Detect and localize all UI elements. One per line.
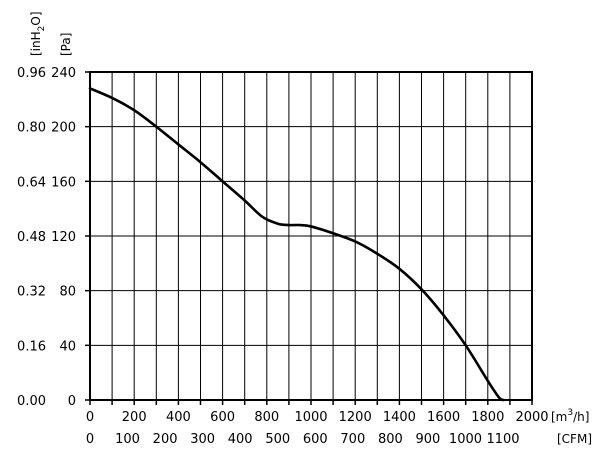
x-tick-label-m3h: 2000	[515, 410, 548, 425]
grid	[90, 72, 532, 400]
x-tick-label-cfm: 800	[378, 432, 403, 447]
x-tick-label-cfm: 1000	[449, 432, 482, 447]
y-tick-label-pa: 120	[51, 230, 76, 245]
axes	[85, 71, 533, 405]
axis-units: [m3/h] [CFM] [Pa] [inH2O]	[29, 11, 592, 446]
y-tick-label-inh2o: 0.16	[17, 339, 46, 354]
y-unit-inh2o: [inH2O]	[29, 11, 47, 56]
x-tick-label-m3h: 1800	[471, 410, 504, 425]
tick-labels: 0 40 80 120 160 200 240 0.00 0.16 0.32 0.48 0.64 0.8…	[17, 66, 549, 447]
y-tick-label-inh2o: 0.64	[17, 175, 46, 190]
x-tick-label-m3h: 1400	[383, 410, 416, 425]
x-tick-label-cfm: 1100	[486, 432, 519, 447]
y-tick-label-pa: 160	[51, 175, 76, 190]
x-tick-label-m3h: 0	[86, 410, 94, 425]
x-tick-label-cfm: 200	[153, 432, 178, 447]
y-tick-label-inh2o: 0.32	[17, 285, 46, 300]
x-tick-label-m3h: 400	[166, 410, 191, 425]
y-tick-label-pa: 240	[51, 66, 76, 81]
x-tick-label-cfm: 500	[265, 432, 290, 447]
series-line-0	[88, 87, 505, 402]
x-tick-label-m3h: 800	[254, 410, 279, 425]
x-tick-label-cfm: 0	[86, 432, 94, 447]
series	[88, 87, 505, 402]
x-tick-label-cfm: 600	[303, 432, 328, 447]
x-unit-m3h: [m3/h]	[551, 408, 589, 424]
x-unit-cfm: [CFM]	[557, 432, 592, 446]
x-tick-label-m3h: 600	[210, 410, 235, 425]
y-tick-label-inh2o: 0.48	[17, 230, 46, 245]
x-tick-label-cfm: 300	[190, 432, 215, 447]
x-tick-label-m3h: 200	[122, 410, 147, 425]
x-tick-label-cfm: 900	[416, 432, 441, 447]
x-tick-label-cfm: 100	[115, 432, 140, 447]
y-tick-label-inh2o: 0.00	[17, 394, 46, 409]
y-tick-label-pa: 0	[68, 394, 76, 409]
y-tick-label-pa: 40	[59, 339, 76, 354]
x-tick-label-m3h: 1600	[427, 410, 460, 425]
x-tick-label-cfm: 400	[228, 432, 253, 447]
y-unit-pa: [Pa]	[59, 33, 73, 56]
y-tick-label-pa: 80	[59, 285, 76, 300]
x-tick-label-m3h: 1200	[339, 410, 372, 425]
x-tick-label-cfm: 700	[340, 432, 365, 447]
x-tick-label-m3h: 1000	[294, 410, 327, 425]
y-tick-label-inh2o: 0.80	[17, 121, 46, 136]
y-tick-label-pa: 200	[51, 121, 76, 136]
y-tick-label-inh2o: 0.96	[17, 66, 46, 81]
